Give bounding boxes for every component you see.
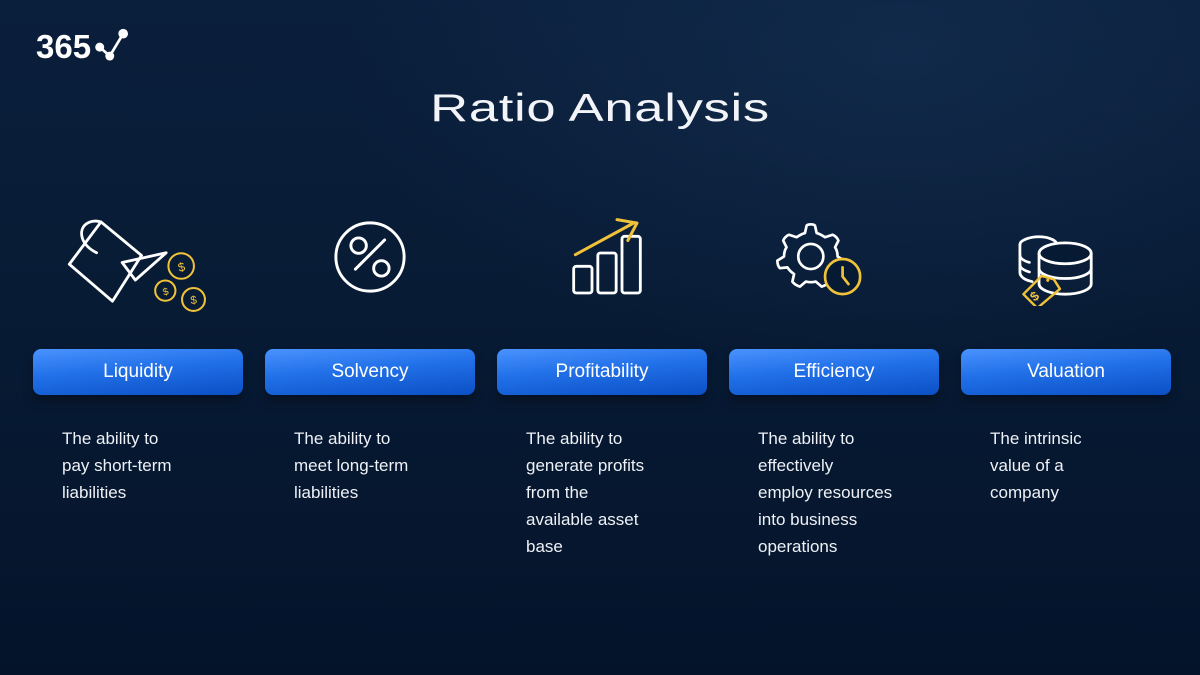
svg-text:$: $ — [176, 260, 186, 275]
svg-text:$: $ — [190, 294, 199, 307]
svg-text:$: $ — [162, 286, 171, 298]
